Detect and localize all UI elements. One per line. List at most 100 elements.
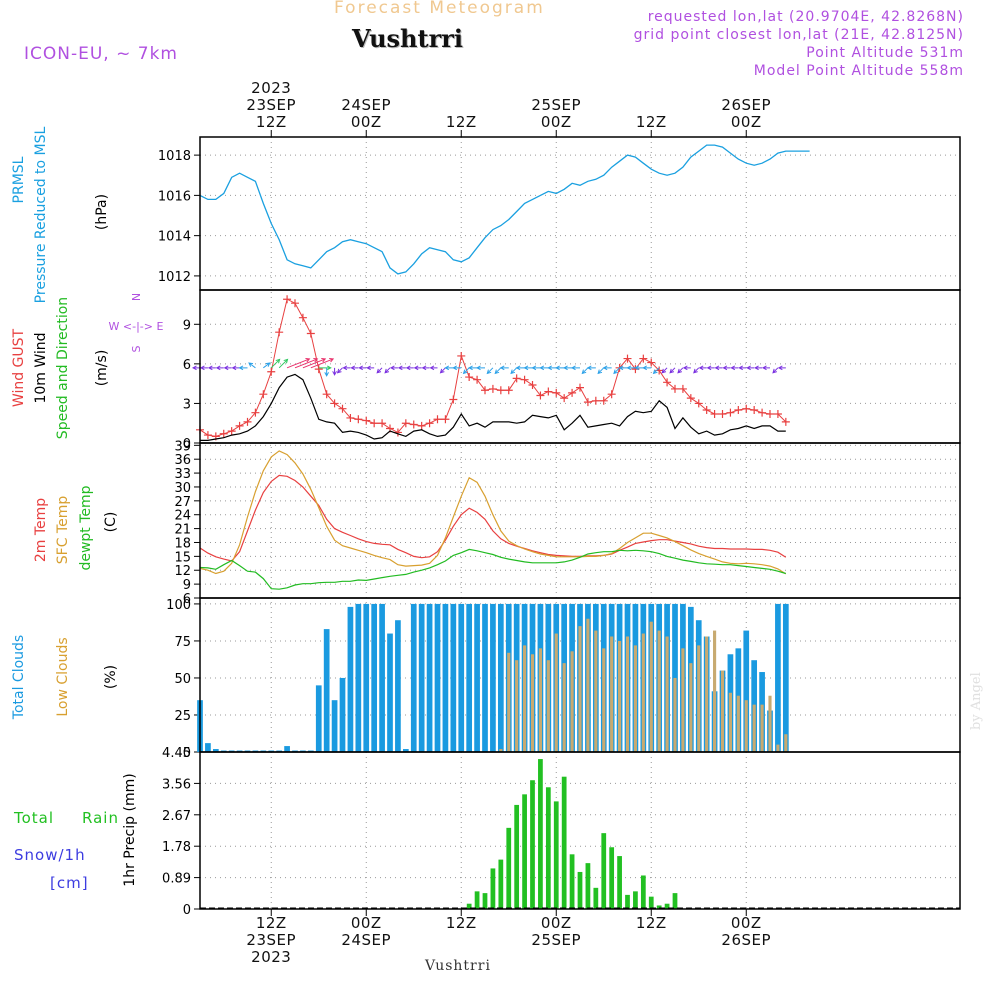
y-tick-label: 33: [174, 467, 191, 482]
wind-gust-marker: [726, 408, 735, 417]
wind-gust-marker: [322, 390, 331, 399]
wind-gust-marker: [663, 378, 672, 387]
rain-bar: [498, 859, 504, 909]
footer-station-label: Vushtrri: [425, 958, 491, 974]
model-point-altitude: Model Point Altitude 558m: [753, 63, 964, 79]
grid-point-lonlat: grid point closest lon,lat (21E, 42.8125…: [633, 27, 964, 43]
rain-bar: [553, 801, 559, 909]
top-x-tick-label: 12Z: [446, 113, 477, 131]
y-tick-label: 3.56: [162, 777, 191, 792]
low-cloud-bar: [546, 660, 550, 752]
wind-gust-marker: [481, 386, 489, 395]
bottom-x-tick-label: 2023: [251, 948, 291, 966]
y-tick-label: 2.67: [162, 809, 191, 824]
wind-direction-arrow: [754, 365, 763, 371]
wind-direction-arrow: [286, 357, 311, 369]
wind-gust-marker: [591, 396, 600, 405]
y-tick-label: 0: [183, 903, 191, 918]
wind-gust-marker: [275, 328, 284, 337]
wind-gust-marker: [560, 394, 569, 403]
low-cloud-bar: [752, 704, 756, 752]
wind-direction-arrow: [777, 365, 786, 371]
wind-direction-arrow: [499, 365, 509, 371]
panel-frame-pressure: [199, 136, 961, 291]
point-altitude: Point Altitude 531m: [806, 45, 964, 61]
wind-gust-marker: [425, 419, 434, 428]
wind-direction-arrow: [682, 365, 691, 371]
wind-direction-arrow: [199, 365, 208, 371]
station-title: Vushtrri: [352, 24, 463, 53]
wind-direction-arrow: [661, 367, 668, 374]
total-cloud-bar: [426, 603, 433, 752]
wind-gust-marker: [267, 367, 276, 376]
wind-direction-arrow: [570, 365, 580, 371]
total-cloud-bar: [490, 603, 496, 752]
y-tick-label: 18: [174, 536, 191, 551]
wind-gust-marker: [496, 386, 505, 395]
wind-gust-marker: [354, 415, 363, 424]
total-cloud-bar: [497, 603, 504, 752]
wind-direction-arrow: [510, 367, 518, 375]
y-tick-label: 15: [174, 550, 191, 565]
wind-direction-arrow: [278, 358, 289, 369]
rain-bar: [522, 794, 527, 909]
wind-direction-arrow: [318, 365, 332, 371]
total-cloud-bar: [442, 603, 449, 752]
total-cloud-bar: [482, 603, 488, 752]
wind-gust-marker: [457, 351, 466, 360]
bottom-x-tick-label: 12Z: [446, 914, 477, 932]
wind-gust-marker: [766, 409, 774, 418]
wind-direction-arrow: [626, 365, 636, 371]
top-x-tick-label: 12Z: [256, 113, 287, 131]
wind-direction-arrow: [215, 365, 224, 371]
y-tick-label: 1.78: [162, 840, 191, 855]
pressure-line: [199, 144, 810, 275]
wind-gust-marker: [283, 295, 292, 304]
rain-bar: [585, 863, 591, 909]
low-cloud-bar: [673, 677, 677, 752]
wind-gust-marker: [718, 409, 727, 418]
pressure-unit-label: (hPa): [94, 194, 110, 230]
wind-direction-arrow: [336, 367, 343, 374]
wind-gust-marker: [298, 313, 307, 322]
wind-gust-marker: [520, 375, 529, 384]
low-cloud-bar: [776, 744, 780, 752]
rain-bar: [545, 787, 551, 909]
wind-direction-arrow: [515, 365, 525, 371]
rain-bar: [640, 875, 646, 909]
top-x-tick-label: 00Z: [731, 113, 762, 131]
wind-direction-arrow: [693, 367, 700, 374]
low-clouds-label: Low Clouds: [55, 637, 71, 716]
low-cloud-bar: [649, 621, 653, 752]
temp-2m-label: 2m Temp: [33, 498, 49, 562]
wind-direction-arrow: [547, 365, 557, 371]
rain-bar: [482, 893, 488, 909]
low-cloud-bar: [657, 630, 661, 752]
bottom-x-tick-label: 00Z: [731, 914, 762, 932]
total-cloud-bar: [418, 603, 425, 752]
wind-direction-arrow: [722, 365, 731, 371]
wind-gust-marker: [219, 429, 228, 438]
wind-gust-marker: [694, 399, 703, 408]
wind-direction-arrow: [761, 365, 770, 371]
bottom-x-tick-label: 25SEP: [531, 931, 581, 949]
compass-west-east: W <-|-> E: [109, 320, 164, 333]
wind-gust-marker: [441, 415, 450, 424]
low-cloud-bar: [689, 663, 693, 752]
bottom-x-tick-label: 12Z: [636, 914, 667, 932]
wind-direction-arrow: [384, 367, 391, 374]
rain-bar: [506, 827, 512, 909]
snow-unit-label: [cm]: [50, 874, 89, 892]
total-cloud-bar: [474, 603, 480, 752]
wind-direction-arrow: [342, 365, 351, 371]
top-x-tick-label: 00Z: [351, 113, 382, 131]
wind-gust-marker: [686, 394, 695, 403]
wind-gust-marker: [528, 380, 537, 389]
cloud-unit-label: (%): [103, 665, 119, 689]
rain-bar: [569, 854, 575, 909]
low-cloud-bar: [515, 660, 519, 752]
wind-direction-arrow: [302, 357, 327, 369]
y-tick-label: 6: [183, 358, 191, 373]
prmsl-label: PRMSL: [11, 156, 27, 203]
top-x-tick-label: 2023: [251, 79, 291, 97]
